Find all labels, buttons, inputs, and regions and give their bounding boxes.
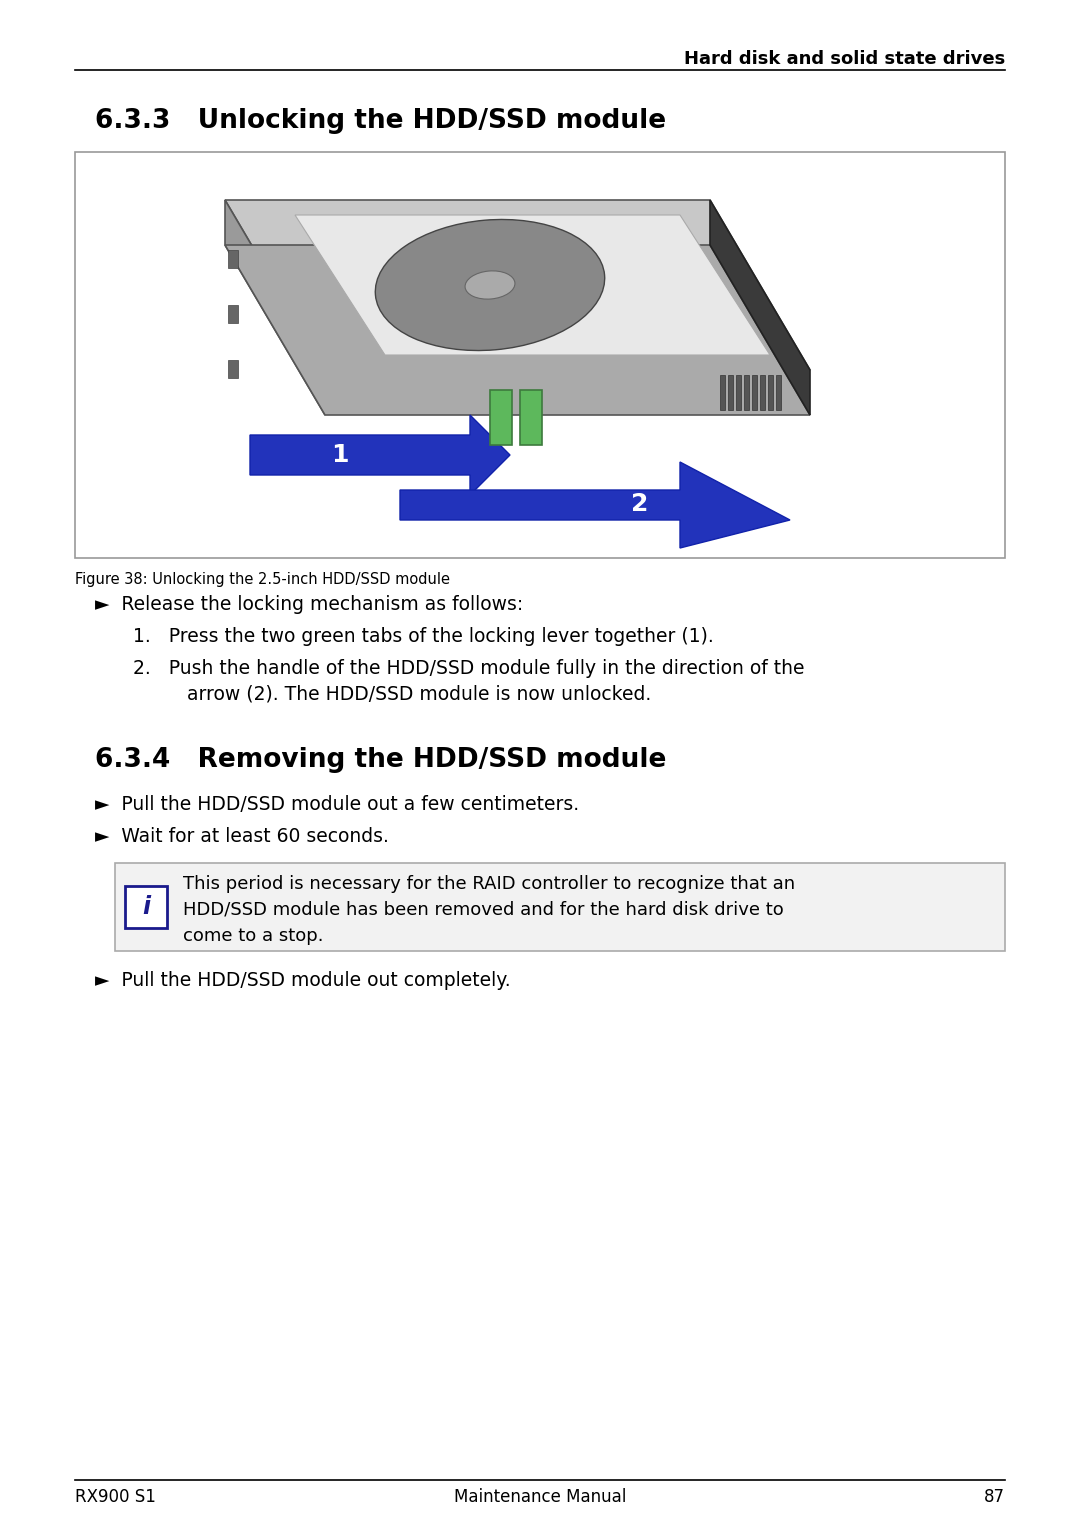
Text: Hard disk and solid state drives: Hard disk and solid state drives — [684, 50, 1005, 69]
Text: HDD/SSD module has been removed and for the hard disk drive to: HDD/SSD module has been removed and for … — [183, 900, 784, 919]
Bar — [125, 887, 167, 928]
Bar — [760, 375, 765, 410]
Bar — [768, 375, 773, 410]
Text: ►  Wait for at least 60 seconds.: ► Wait for at least 60 seconds. — [95, 827, 389, 845]
Text: i: i — [141, 896, 150, 919]
Bar — [114, 864, 1005, 951]
Polygon shape — [249, 415, 510, 494]
Ellipse shape — [465, 272, 515, 299]
Bar — [75, 153, 1005, 559]
Text: ►  Pull the HDD/SSD module out completely.: ► Pull the HDD/SSD module out completely… — [95, 971, 511, 990]
Text: 1.   Press the two green tabs of the locking lever together (1).: 1. Press the two green tabs of the locki… — [133, 627, 714, 645]
Text: come to a stop.: come to a stop. — [183, 926, 324, 945]
Bar — [735, 375, 741, 410]
Polygon shape — [225, 246, 810, 415]
Text: RX900 S1: RX900 S1 — [75, 1488, 156, 1506]
Polygon shape — [225, 200, 810, 369]
Text: Figure 38: Unlocking the 2.5-inch HDD/SSD module: Figure 38: Unlocking the 2.5-inch HDD/SS… — [75, 572, 450, 588]
Bar — [228, 250, 238, 269]
Text: 1: 1 — [332, 443, 349, 467]
Bar — [744, 375, 750, 410]
Polygon shape — [225, 200, 325, 415]
Text: arrow (2). The HDD/SSD module is now unlocked.: arrow (2). The HDD/SSD module is now unl… — [151, 685, 651, 703]
Text: 6.3.3   Unlocking the HDD/SSD module: 6.3.3 Unlocking the HDD/SSD module — [95, 108, 666, 134]
Text: Maintenance Manual: Maintenance Manual — [454, 1488, 626, 1506]
Text: 6.3.4   Removing the HDD/SSD module: 6.3.4 Removing the HDD/SSD module — [95, 748, 666, 774]
Bar — [752, 375, 757, 410]
Polygon shape — [295, 215, 770, 356]
Text: This period is necessary for the RAID controller to recognize that an: This period is necessary for the RAID co… — [183, 874, 795, 893]
Text: 87: 87 — [984, 1488, 1005, 1506]
Text: 2: 2 — [632, 491, 649, 516]
Text: 2.   Push the handle of the HDD/SSD module fully in the direction of the: 2. Push the handle of the HDD/SSD module… — [133, 659, 805, 678]
Bar — [728, 375, 733, 410]
Bar — [777, 375, 781, 410]
Ellipse shape — [375, 220, 605, 351]
Text: ►  Pull the HDD/SSD module out a few centimeters.: ► Pull the HDD/SSD module out a few cent… — [95, 795, 579, 813]
Polygon shape — [710, 200, 810, 415]
Bar — [490, 391, 512, 446]
Bar — [720, 375, 725, 410]
Text: ►  Release the locking mechanism as follows:: ► Release the locking mechanism as follo… — [95, 595, 523, 613]
Polygon shape — [400, 462, 789, 548]
Bar — [228, 360, 238, 378]
Bar — [519, 391, 542, 446]
Bar — [228, 305, 238, 324]
